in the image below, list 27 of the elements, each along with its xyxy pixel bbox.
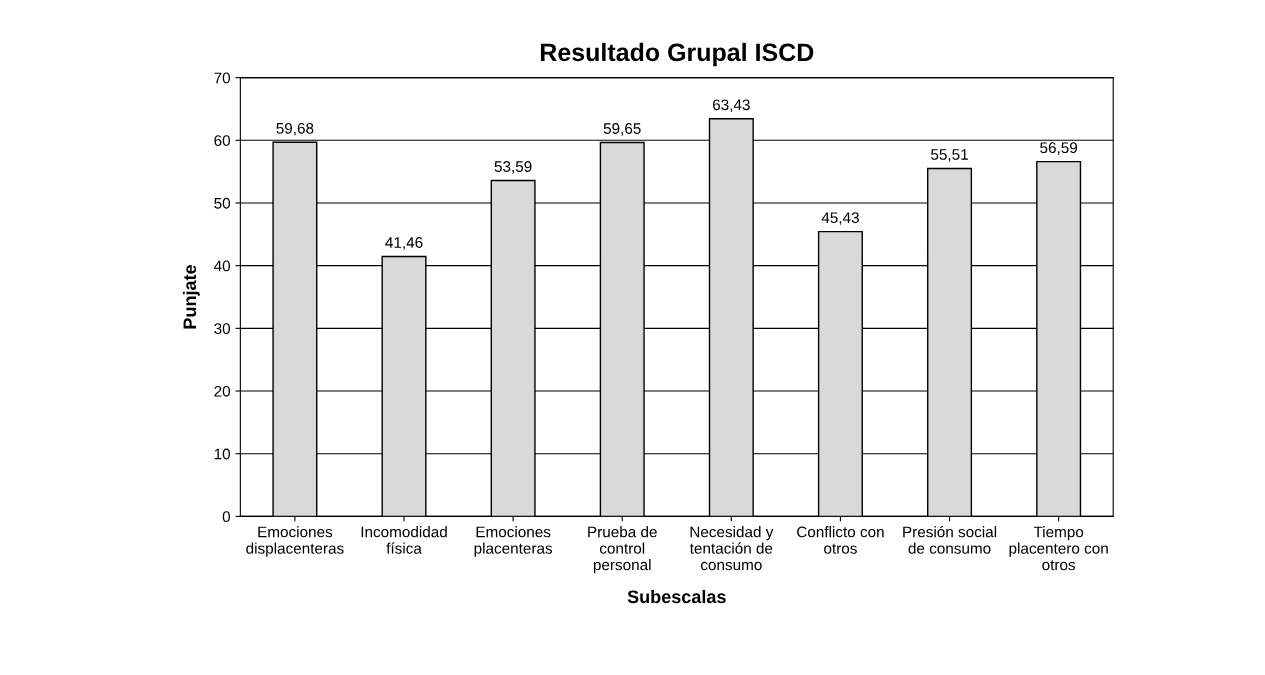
x-tick-label: Presión social de consumo: [903, 525, 997, 554]
x-tick-label: Conflicto con otros: [797, 526, 884, 554]
x-tick-label: Necesidad y tentación de consumo: [689, 526, 774, 571]
x-tick-label: Incomodidad física: [361, 526, 447, 554]
data-label: 53,59: [494, 161, 532, 174]
chart-title: Resultado Grupal ISCD: [540, 42, 814, 67]
y-tick-label: 30: [214, 323, 231, 335]
data-label: 45,43: [821, 212, 859, 225]
data-label: 56,59: [1040, 142, 1078, 155]
data-label: 59,68: [276, 122, 314, 136]
y-tick-label: 20: [214, 385, 231, 397]
x-tick-label: Emociones placenteras: [474, 526, 553, 557]
x-tick-label: Emociones displacenteras: [246, 526, 344, 557]
y-tick-label: 50: [214, 197, 231, 209]
data-label: 63,43: [712, 99, 750, 113]
y-tick-label: 60: [214, 135, 231, 146]
y-tick-label: 40: [213, 260, 231, 272]
y-tick-label: 70: [214, 72, 231, 84]
data-label: 41,46: [385, 237, 423, 250]
y-axis-title: Punjate: [182, 265, 200, 329]
y-tick-label: 10: [214, 448, 231, 460]
x-axis-title: Subescalas: [627, 589, 726, 604]
data-label: 55,51: [931, 149, 968, 162]
data-label: 59,65: [603, 123, 641, 136]
y-tick-label: 0: [222, 511, 231, 523]
x-tick-label: Tiempo placentero con otros: [1009, 526, 1108, 571]
x-tick-label: Prueba de control personal: [588, 526, 657, 574]
